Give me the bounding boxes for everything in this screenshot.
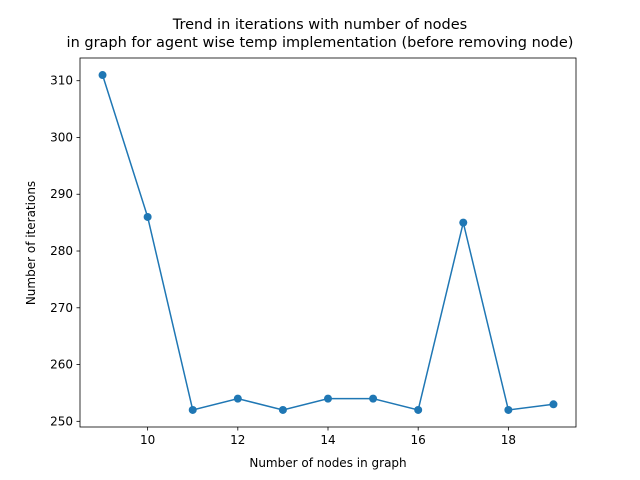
data-point: [504, 405, 513, 414]
chart-title-line-2: in graph for agent wise temp implementat…: [66, 35, 574, 51]
data-point: [369, 394, 378, 403]
y-tick-label: 300: [50, 130, 73, 144]
y-tick-label: 290: [50, 187, 73, 201]
x-axis-ticks: 10 12 14 16 18: [140, 427, 516, 447]
series-line: [101, 74, 554, 411]
chart-title-line-1: Trend in iterations with number of nodes: [172, 17, 468, 33]
y-tick-label: 260: [50, 358, 73, 372]
x-tick-label: 18: [501, 433, 516, 447]
y-tick-label: 270: [50, 301, 73, 315]
data-point: [549, 400, 558, 409]
data-point: [98, 71, 107, 80]
x-tick-label: 10: [140, 433, 155, 447]
data-point: [233, 394, 242, 403]
x-axis-label: Number of nodes in graph: [249, 456, 406, 470]
y-axis-label: Number of iterations: [24, 181, 38, 305]
series-iterations: [98, 71, 558, 414]
data-point: [414, 405, 423, 414]
data-point: [278, 405, 287, 414]
plot-area: [79, 57, 577, 428]
y-tick-label: 310: [50, 74, 73, 88]
y-tick-label: 280: [50, 244, 73, 258]
data-point: [143, 212, 152, 221]
x-tick-label: 12: [230, 433, 245, 447]
data-point: [459, 218, 468, 227]
data-point: [188, 405, 197, 414]
plot-frame: [79, 57, 577, 428]
data-point: [324, 394, 332, 403]
x-tick-label: 16: [411, 433, 426, 447]
y-tick-label: 250: [50, 414, 73, 428]
y-axis-ticks: 250 260 270 280 290 300 310: [50, 74, 80, 428]
x-tick-label: 14: [320, 433, 335, 447]
